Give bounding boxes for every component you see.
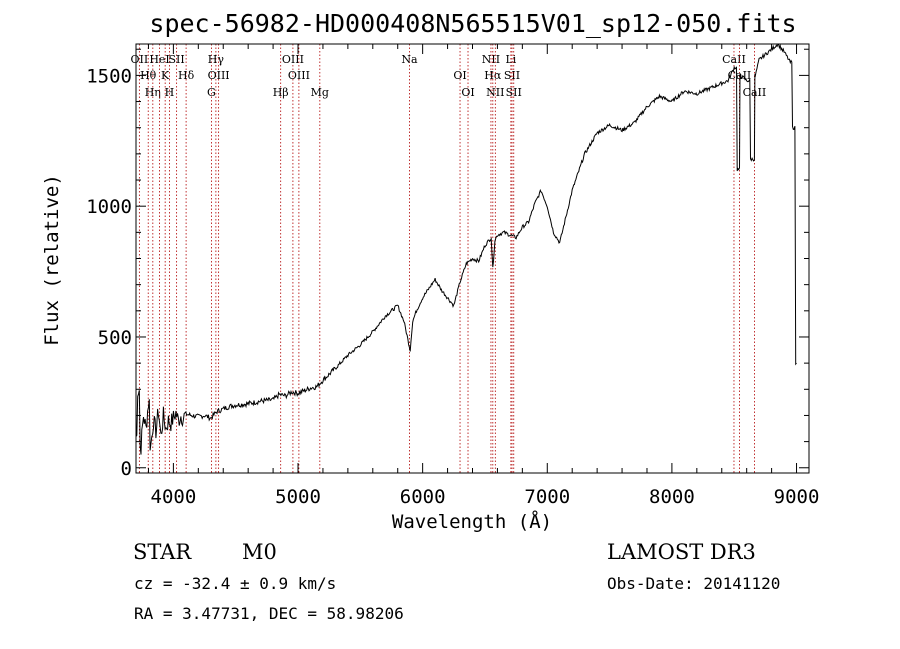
coordinates: RA = 3.47731, DEC = 58.98206 — [134, 604, 404, 623]
y-tick-label: 500 — [98, 327, 132, 349]
chart-title: spec-56982-HD000408N565515V01_sp12-050.f… — [149, 9, 796, 38]
survey-name: LAMOST DR3 — [607, 540, 756, 564]
line-label: Hη — [145, 86, 161, 99]
line-label: Hα — [484, 69, 502, 82]
line-label: CaII — [722, 53, 746, 66]
line-label: Na — [401, 53, 418, 66]
line-label: SII — [506, 86, 522, 99]
line-label: SII — [169, 53, 185, 66]
x-tick-label: 4000 — [151, 486, 197, 508]
x-tick-label: 9000 — [774, 486, 820, 508]
line-markers: OIIHθHηHeIKHSIIHδGHγOIIIHβOIIIOIIIMgNaOI… — [131, 44, 766, 473]
x-tick-label: 8000 — [649, 486, 695, 508]
line-label: HeI — [149, 53, 169, 66]
redshift-value: cz = -32.4 ± 0.9 km/s — [134, 574, 337, 593]
line-label: H — [165, 86, 175, 99]
y-tick-label: 1500 — [86, 65, 132, 87]
x-tick-label: 5000 — [275, 486, 321, 508]
line-label: NII — [482, 53, 500, 66]
line-label: Hβ — [273, 86, 289, 99]
line-label: OI — [461, 86, 474, 99]
line-label: K — [161, 69, 170, 82]
line-label: Li — [505, 53, 516, 66]
x-tick-label: 6000 — [400, 486, 446, 508]
line-label: G — [207, 86, 216, 99]
line-label: SII — [504, 69, 520, 82]
object-class: STAR — [133, 540, 192, 564]
line-label: Mg — [311, 86, 329, 99]
line-label: OII — [131, 53, 149, 66]
y-tick-label: 0 — [121, 458, 132, 480]
spectrum-line — [135, 43, 797, 455]
line-label: OIII — [208, 69, 230, 82]
line-label: Hδ — [178, 69, 195, 82]
y-axis-label: Flux (relative) — [41, 174, 63, 346]
object-subclass: M0 — [242, 540, 277, 564]
line-label: OIII — [288, 69, 310, 82]
line-label: OI — [453, 69, 466, 82]
line-label: Hγ — [208, 53, 225, 66]
observation-date: Obs-Date: 20141120 — [607, 574, 781, 593]
line-label: OIII — [282, 53, 304, 66]
axis-ticks: 4000 5000 6000 7000 8000 9000 0 500 1000 1500 — [86, 44, 819, 508]
y-tick-label: 1000 — [86, 196, 132, 218]
x-axis-label: Wavelength (Å) — [392, 510, 552, 533]
line-label: NII — [486, 86, 504, 99]
x-tick-label: 7000 — [524, 486, 570, 508]
